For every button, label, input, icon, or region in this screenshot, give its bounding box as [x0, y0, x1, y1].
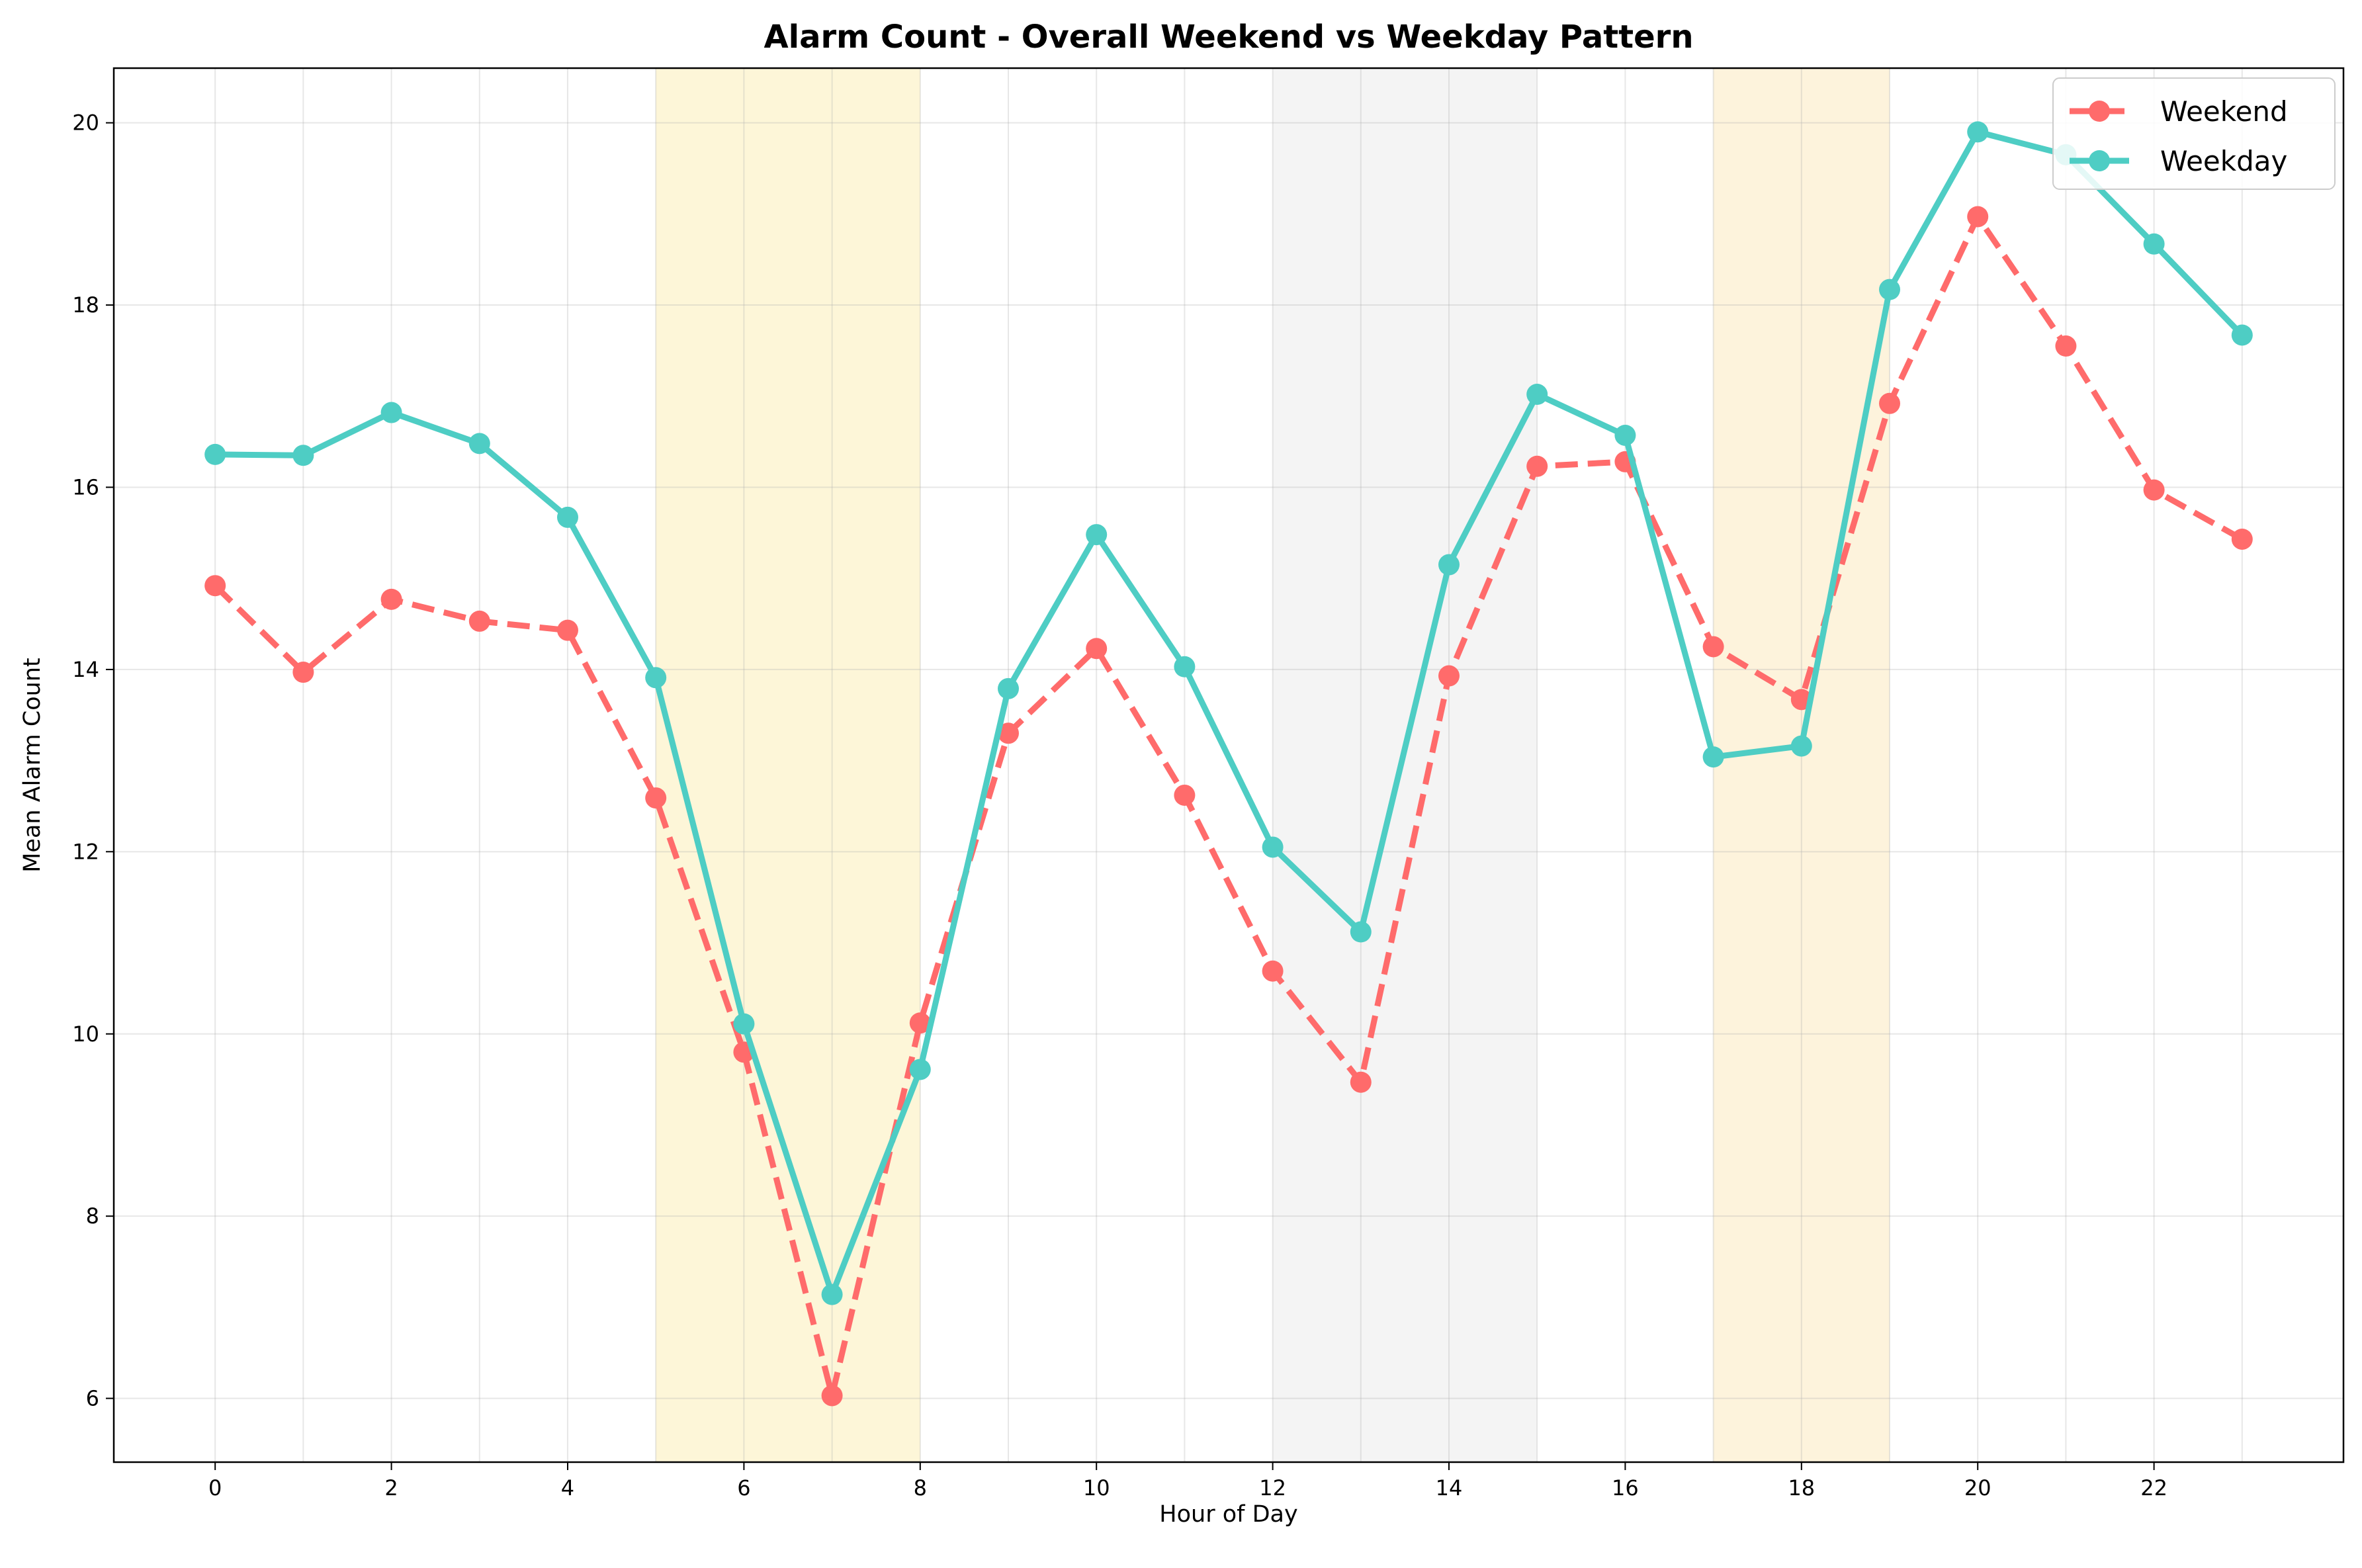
data-point-weekend [1526, 455, 1548, 477]
data-point-weekday [997, 677, 1019, 699]
y-axis-label: Mean Alarm Count [19, 658, 46, 873]
data-point-weekday [2231, 324, 2253, 346]
x-tick-label: 6 [737, 1475, 750, 1501]
chart-title: Alarm Count - Overall Weekend vs Weekday… [764, 19, 1693, 56]
y-tick-label: 8 [86, 1203, 99, 1229]
data-point-weekend [1350, 1071, 1372, 1093]
grid [114, 68, 2343, 1462]
x-tick-label: 10 [1083, 1475, 1110, 1501]
x-tick-label: 18 [1788, 1475, 1815, 1501]
legend-marker-weekday [2089, 150, 2110, 171]
data-point-weekend [909, 1012, 931, 1034]
data-point-weekend [997, 722, 1019, 744]
data-point-weekend [1967, 206, 1989, 228]
data-point-weekend [292, 662, 314, 683]
data-point-weekday [1262, 836, 1284, 858]
data-point-weekday [1702, 746, 1724, 768]
data-point-weekday [1967, 121, 1989, 143]
x-tick-label: 16 [1612, 1475, 1639, 1501]
legend: Weekend Weekday [2052, 77, 2336, 190]
legend-label-weekend: Weekend [2160, 95, 2288, 128]
data-point-weekend [1702, 636, 1724, 658]
x-tick-label: 12 [1259, 1475, 1286, 1501]
shaded-region-0 [656, 68, 920, 1462]
data-point-weekend [556, 619, 578, 641]
y-tick-label: 12 [72, 839, 99, 864]
shaded-regions [656, 68, 1890, 1462]
x-tick-label: 2 [384, 1475, 398, 1501]
data-point-weekday [909, 1059, 931, 1080]
data-point-weekend [380, 588, 402, 610]
data-point-weekend [1879, 392, 1901, 414]
x-tick-label: 20 [1964, 1475, 1991, 1501]
x-tick-label: 14 [1436, 1475, 1463, 1501]
data-point-weekday [1174, 656, 1196, 677]
data-point-weekday [1879, 279, 1901, 300]
data-point-weekday [1790, 735, 1812, 757]
data-point-weekend [204, 575, 226, 597]
y-tick-label: 14 [72, 657, 99, 682]
data-point-weekend [468, 610, 490, 632]
x-axis-label: Hour of Day [1159, 1501, 1297, 1528]
shaded-region-1 [1272, 68, 1538, 1462]
data-point-weekday [1526, 384, 1548, 406]
data-point-weekend [645, 787, 667, 809]
x-tick-label: 8 [914, 1475, 927, 1501]
data-point-weekday [468, 433, 490, 455]
x-tick-label: 4 [561, 1475, 574, 1501]
shaded-region-2 [1713, 68, 1890, 1462]
data-point-weekend [2231, 528, 2253, 550]
data-point-weekday [645, 667, 667, 689]
y-tick-label: 6 [86, 1386, 99, 1411]
x-tick-label: 0 [208, 1475, 222, 1501]
y-tick-label: 16 [72, 474, 99, 500]
data-point-weekday [821, 1284, 843, 1305]
data-point-weekday [733, 1013, 755, 1035]
x-tick-label: 22 [2140, 1475, 2167, 1501]
y-tick-label: 18 [72, 292, 99, 318]
data-point-weekday [2143, 233, 2165, 255]
data-point-weekend [2143, 479, 2165, 501]
legend-marker-weekend [2089, 101, 2110, 122]
series-line-weekday [215, 128, 2245, 1298]
data-point-weekend [1086, 638, 1108, 660]
y-tick-label: 20 [72, 110, 99, 136]
data-point-weekday [204, 443, 226, 465]
data-point-weekday [1438, 554, 1460, 576]
data-point-weekday [1614, 424, 1636, 446]
data-point-weekend [821, 1385, 843, 1407]
plot-frame [112, 67, 2345, 1463]
data-point-weekend [1262, 960, 1284, 982]
data-point-weekday [1350, 921, 1372, 943]
data-point-weekday [556, 506, 578, 528]
axis-ticks: 0 2 4 6 8 10 12 14 16 18 20 22 6 8 10 12 14 16 18 20 [72, 110, 2167, 1501]
legend-label-weekday: Weekday [2160, 145, 2287, 177]
data-point-weekday [1086, 524, 1108, 546]
data-point-weekday [380, 402, 402, 423]
series-line-weekend [213, 213, 2244, 1399]
y-tick-label: 10 [72, 1022, 99, 1047]
series-weekend [204, 206, 2253, 1407]
data-point-weekend [1438, 665, 1460, 687]
data-point-weekend [2055, 335, 2077, 357]
data-point-weekday [292, 445, 314, 466]
data-point-weekend [1174, 784, 1196, 806]
